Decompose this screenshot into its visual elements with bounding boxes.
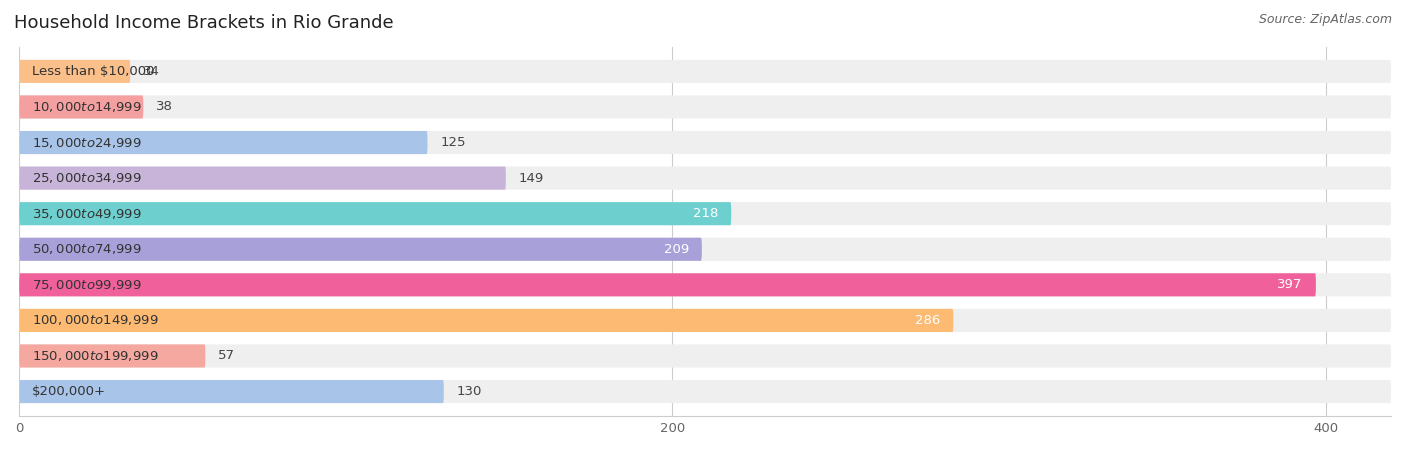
FancyBboxPatch shape: [20, 273, 1391, 297]
Text: Source: ZipAtlas.com: Source: ZipAtlas.com: [1258, 14, 1392, 27]
Text: 34: 34: [143, 65, 160, 78]
FancyBboxPatch shape: [20, 309, 953, 332]
FancyBboxPatch shape: [20, 166, 1391, 190]
FancyBboxPatch shape: [20, 380, 444, 403]
Text: $50,000 to $74,999: $50,000 to $74,999: [32, 242, 142, 256]
FancyBboxPatch shape: [20, 131, 1391, 154]
FancyBboxPatch shape: [20, 309, 1391, 332]
Text: 286: 286: [915, 314, 941, 327]
Text: $25,000 to $34,999: $25,000 to $34,999: [32, 171, 142, 185]
Text: 149: 149: [519, 171, 544, 184]
Text: 130: 130: [457, 385, 482, 398]
Text: 125: 125: [440, 136, 465, 149]
FancyBboxPatch shape: [20, 95, 143, 118]
FancyBboxPatch shape: [20, 166, 506, 190]
FancyBboxPatch shape: [20, 380, 1391, 403]
FancyBboxPatch shape: [20, 238, 702, 261]
Text: $35,000 to $49,999: $35,000 to $49,999: [32, 207, 142, 220]
Text: 209: 209: [664, 243, 689, 256]
FancyBboxPatch shape: [20, 344, 205, 368]
FancyBboxPatch shape: [20, 273, 1316, 297]
Text: $15,000 to $24,999: $15,000 to $24,999: [32, 135, 142, 149]
FancyBboxPatch shape: [20, 60, 1391, 83]
Text: $200,000+: $200,000+: [32, 385, 107, 398]
Text: 38: 38: [156, 100, 173, 113]
Text: 397: 397: [1278, 279, 1303, 291]
FancyBboxPatch shape: [20, 202, 1391, 225]
FancyBboxPatch shape: [20, 95, 1391, 118]
Text: $10,000 to $14,999: $10,000 to $14,999: [32, 100, 142, 114]
Text: $100,000 to $149,999: $100,000 to $149,999: [32, 313, 159, 328]
Text: 57: 57: [218, 350, 235, 362]
FancyBboxPatch shape: [20, 202, 731, 225]
FancyBboxPatch shape: [20, 344, 1391, 368]
FancyBboxPatch shape: [20, 131, 427, 154]
Text: 218: 218: [693, 207, 718, 220]
Text: Household Income Brackets in Rio Grande: Household Income Brackets in Rio Grande: [14, 14, 394, 32]
FancyBboxPatch shape: [20, 60, 131, 83]
Text: $150,000 to $199,999: $150,000 to $199,999: [32, 349, 159, 363]
Text: Less than $10,000: Less than $10,000: [32, 65, 155, 78]
Text: $75,000 to $99,999: $75,000 to $99,999: [32, 278, 142, 292]
FancyBboxPatch shape: [20, 238, 1391, 261]
